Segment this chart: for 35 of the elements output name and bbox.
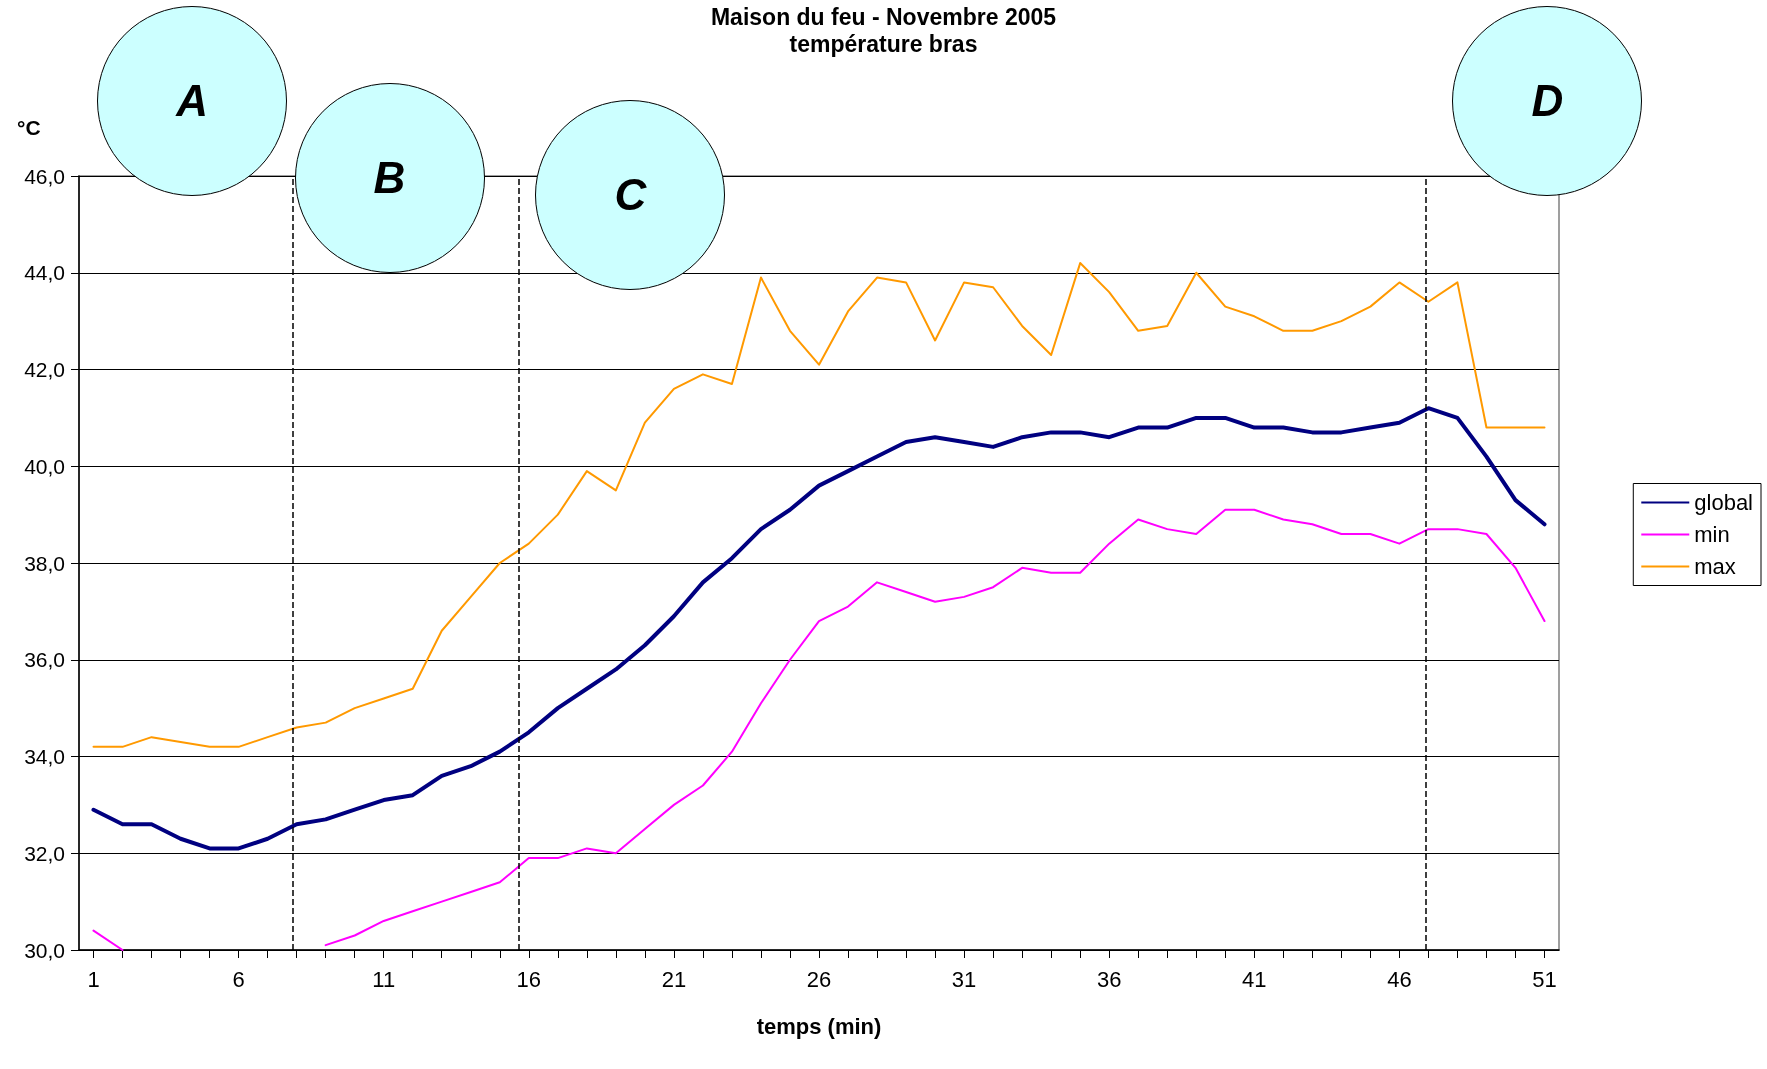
y-tick-label: 34,0	[24, 745, 65, 768]
x-tick-label: 51	[1532, 966, 1557, 992]
x-tick-label: 6	[232, 966, 245, 992]
y-tick-label: 32,0	[24, 841, 65, 865]
chart-subtitle: température bras	[789, 30, 978, 57]
legend-label: global	[1694, 490, 1753, 515]
chart-title: Maison du feu - Novembre 2005	[710, 3, 1057, 30]
x-tick-label: 11	[372, 966, 396, 992]
y-tick-label: 30,0	[24, 938, 65, 962]
line-series	[92, 262, 1546, 748]
y-tick-label: 46,0	[24, 164, 65, 188]
circle-icon: C	[535, 100, 726, 291]
x-tick-label: 16	[516, 966, 542, 992]
x-axis-title: temps (min)	[756, 1013, 882, 1039]
legend-label: min	[1694, 522, 1730, 547]
x-tick-label: 31	[951, 966, 977, 992]
y-tick-label: 42,0	[24, 358, 65, 381]
y-tick-label: 44,0	[24, 261, 65, 285]
circle-icon: D	[1452, 6, 1643, 196]
x-tick-label: 21	[661, 966, 687, 992]
line-series	[91, 406, 1547, 851]
legend-label: max	[1694, 554, 1736, 579]
x-tick-label: 26	[806, 966, 832, 992]
x-tick-label: 46	[1387, 966, 1412, 992]
y-tick-label: 40,0	[24, 454, 65, 478]
circle-icon: B	[294, 83, 485, 274]
x-tick-label: 1	[87, 966, 100, 992]
annotation: B	[373, 153, 406, 204]
annotation: C	[614, 170, 647, 221]
circle-icon: A	[97, 6, 288, 196]
y-axis-title: °C	[17, 116, 41, 139]
x-tick-label: 36	[1096, 966, 1122, 992]
y-tick-label: 38,0	[24, 551, 65, 575]
y-tick-label: 36,0	[24, 648, 65, 672]
x-tick-label: 41	[1242, 966, 1267, 992]
